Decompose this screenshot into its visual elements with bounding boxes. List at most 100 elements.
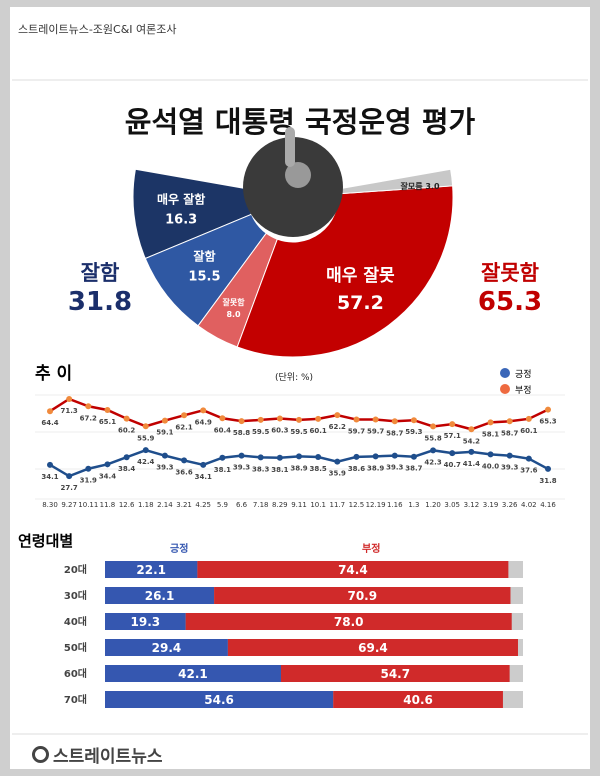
pie-label-2: 잘못함 [223, 297, 246, 307]
point-negative [468, 426, 475, 433]
point-positive [468, 448, 475, 455]
data-label: 60.4 [214, 426, 231, 434]
point-positive [257, 454, 264, 461]
point-negative [142, 423, 149, 430]
data-label: 62.1 [175, 423, 192, 431]
bar-positive [105, 639, 228, 656]
x-tick-label: 12.5 [349, 501, 365, 509]
positive-summary: 잘함 31.8 [55, 257, 145, 317]
bar-positive [105, 691, 334, 708]
bar-negative-label: 40.6 [403, 693, 433, 707]
legend-positive-dot [500, 368, 510, 378]
point-positive [487, 451, 494, 458]
point-positive [181, 457, 188, 464]
age-label: 60대 [64, 667, 87, 680]
trend-title: 추 이 [35, 364, 73, 384]
point-positive [506, 452, 513, 459]
point-positive [296, 453, 302, 460]
trend-legend: 긍정 부정 [500, 367, 532, 399]
point-negative [200, 407, 207, 414]
charts-svg: 매우 잘함 16.3 잘함 15.5 잘못함 8.0 매우 잘못 57.2 잘모름 3.0 8.… [35, 127, 565, 708]
point-positive [391, 452, 398, 459]
data-label: 59.5 [252, 428, 269, 436]
point-positive [238, 452, 245, 459]
point-positive [123, 454, 130, 461]
data-label: 31.8 [539, 477, 556, 485]
data-label: 38.5 [310, 465, 327, 473]
pie-slice-3 [236, 185, 454, 358]
point-positive [430, 447, 437, 454]
bar-positive-label: 19.3 [131, 615, 161, 629]
photo-raised-arm [285, 127, 295, 167]
data-label: 31.9 [80, 477, 97, 485]
pie-label-3: 매우 잘못 [326, 265, 395, 286]
age-label: 40대 [64, 615, 87, 628]
x-tick-label: 3.21 [176, 501, 192, 509]
negative-summary-label: 잘못함 [481, 261, 539, 285]
x-tick-label: 5.9 [217, 501, 228, 509]
point-positive [142, 447, 149, 454]
pie-value-0: 16.3 [165, 212, 197, 227]
data-label: 62.2 [329, 423, 346, 431]
x-tick-label: 12.19 [366, 501, 386, 509]
point-negative [181, 412, 188, 419]
x-tick-label: 1.3 [408, 501, 419, 509]
data-label: 59.7 [367, 428, 384, 436]
data-label: 34.1 [195, 473, 212, 481]
x-tick-label: 1.20 [425, 501, 441, 509]
data-label: 39.3 [156, 464, 173, 472]
point-negative [430, 423, 437, 430]
positive-summary-label: 잘함 [80, 261, 120, 285]
data-label: 58.7 [501, 429, 518, 437]
age-label: 50대 [64, 641, 87, 654]
age-label: 70대 [64, 693, 87, 706]
age-title: 연령대별 [18, 532, 74, 550]
logo-text: 스트레이트뉴스 [53, 747, 163, 767]
point-negative [506, 418, 513, 425]
data-label: 58.8 [233, 429, 250, 437]
point-negative [219, 415, 226, 422]
data-label: 65.1 [99, 418, 116, 426]
data-label: 38.7 [405, 465, 422, 473]
x-tick-label: 3.12 [464, 501, 480, 509]
point-negative [296, 416, 302, 423]
point-negative [391, 418, 398, 425]
point-negative [315, 415, 322, 422]
bar-negative [185, 613, 512, 630]
x-tick-label: 4.02 [521, 501, 537, 509]
x-tick-label: 4.25 [195, 501, 211, 509]
legend-negative-label: 부정 [515, 386, 532, 396]
data-label: 58.1 [482, 430, 499, 438]
x-tick-label: 11.8 [100, 501, 116, 509]
data-label: 65.3 [539, 418, 556, 426]
data-label: 58.7 [386, 429, 403, 437]
point-positive [104, 461, 111, 468]
point-positive [85, 465, 92, 472]
data-label: 36.6 [175, 468, 192, 476]
source-label: 스트레이트뉴스-조원C&I 여론조사 [18, 23, 177, 36]
data-label: 60.1 [520, 427, 537, 435]
age-header-positive: 긍정 [170, 544, 189, 555]
bar-negative [214, 587, 511, 604]
point-negative [104, 406, 111, 413]
point-positive [161, 452, 168, 459]
pie-value-1: 15.5 [188, 269, 220, 284]
data-label: 38.4 [118, 465, 135, 473]
point-positive [315, 454, 322, 461]
pie-label-0: 매우 잘함 [157, 191, 205, 206]
photo-head [285, 162, 311, 188]
data-label: 39.3 [386, 464, 403, 472]
point-negative [410, 417, 417, 424]
footer-logo: 스트레이트뉴스 [32, 742, 162, 767]
data-label: 60.3 [271, 426, 288, 434]
x-tick-label: 3.26 [502, 501, 518, 509]
point-positive [219, 454, 226, 461]
x-tick-label: 1.16 [387, 501, 403, 509]
x-tick-label: 3.19 [483, 501, 499, 509]
x-tick-label: 4.16 [540, 501, 556, 509]
bar-negative [333, 691, 503, 708]
data-label: 57.1 [444, 432, 461, 440]
bar-positive [105, 587, 215, 604]
data-label: 60.2 [118, 427, 135, 435]
data-label: 71.3 [61, 407, 78, 415]
